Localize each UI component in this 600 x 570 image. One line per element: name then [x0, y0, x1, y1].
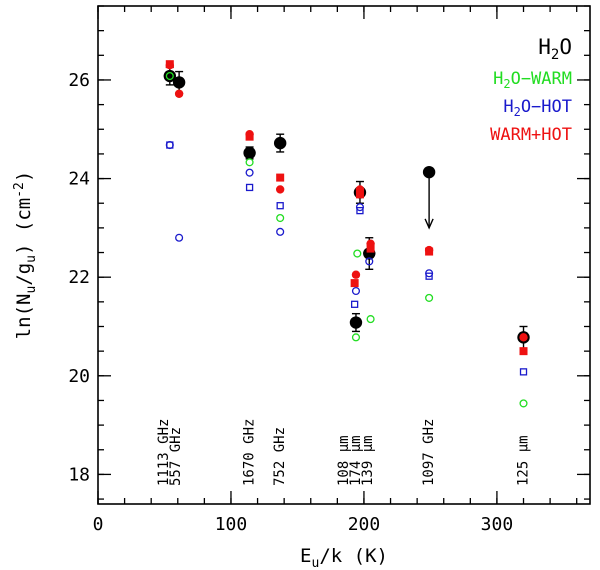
transition-label: 1097 GHz: [421, 419, 437, 486]
series-warm-hot: [165, 60, 528, 356]
combined-point-square: [276, 173, 285, 182]
data-markers: [163, 60, 530, 408]
transition-label: 139 µm: [360, 435, 376, 486]
model-point: [165, 71, 174, 81]
legend-title: H2O: [538, 35, 572, 63]
model-point: [519, 399, 528, 408]
upper-limit-point: [422, 165, 436, 179]
combined-point: [174, 89, 184, 98]
model-point: [353, 249, 362, 258]
model-point-square: [166, 141, 174, 149]
transition-label: 125 µm: [516, 435, 532, 486]
series-upper-limit: [422, 165, 436, 230]
x-tick-label: 100: [215, 514, 248, 535]
transition-label: 557 GHz: [168, 427, 184, 486]
upper-limit-arrowhead: [424, 218, 434, 230]
combined-point: [519, 333, 528, 342]
model-point: [245, 168, 254, 177]
legend-entry-warm-hot: WARM+HOT: [490, 125, 572, 145]
model-point: [175, 233, 184, 242]
observed-point: [172, 76, 186, 89]
combined-point-square: [245, 132, 254, 141]
series-h2o-hot: [165, 140, 434, 296]
model-point: [365, 257, 374, 266]
tick-labels: 0 100 200 300 18 20 22 24 26: [68, 70, 513, 535]
model-point-square: [425, 272, 433, 280]
model-point: [351, 286, 361, 296]
model-point: [425, 293, 434, 302]
y-tick-label: 20: [68, 366, 90, 387]
legend-entry-warm: H2O−WARM: [493, 69, 572, 91]
combined-point-square: [165, 60, 174, 69]
legend-entry-hot: H2O−HOT: [503, 97, 572, 119]
series-observed: [163, 66, 530, 349]
model-point-square: [245, 183, 254, 192]
model-point: [351, 333, 361, 342]
model-point-square: [276, 202, 284, 210]
model-point-square: [519, 368, 528, 376]
y-tick-label: 26: [68, 70, 90, 91]
combined-point-square: [519, 347, 528, 356]
transition-label: 1670 GHz: [242, 419, 258, 486]
observed-point: [273, 136, 287, 150]
major-ticks: [97, 6, 590, 504]
transition-label: 174 µm: [348, 435, 364, 486]
series-h2o-hot: [166, 141, 528, 376]
combined-point-square: [366, 244, 375, 253]
x-tick-label: 300: [481, 514, 514, 535]
y-tick-label: 18: [68, 464, 90, 485]
transition-label: 1113 GHz: [156, 419, 172, 486]
x-tick-label: 200: [348, 514, 381, 535]
y-tick-label: 24: [68, 169, 90, 190]
combined-point: [351, 270, 361, 279]
legend: H2O H2O−WARM H2O−HOT WARM+HOT: [490, 35, 572, 145]
model-point-square: [356, 206, 364, 215]
series-warm-hot: [165, 60, 528, 342]
combined-point-square: [425, 247, 434, 256]
model-point: [276, 213, 285, 223]
transition-label: 108 µm: [336, 435, 352, 486]
combined-point-square: [355, 190, 364, 199]
model-point-square: [350, 300, 359, 308]
model-point: [245, 158, 254, 167]
observed-point: [163, 69, 177, 83]
model-point: [366, 315, 375, 324]
y-tick-label: 22: [68, 267, 90, 288]
transition-label: 752 GHz: [272, 427, 288, 486]
observed-point: [243, 146, 256, 160]
observed-point: [349, 316, 363, 329]
y-axis-label: ln(Nu/gu) (cm-2): [12, 171, 39, 340]
x-axis-label: Eu/k (K): [300, 545, 388, 570]
model-point: [276, 227, 285, 236]
x-tick-label: 0: [93, 514, 104, 535]
combined-point: [275, 185, 285, 194]
series-h2o-warm: [165, 71, 528, 408]
combined-point-square: [350, 279, 359, 288]
plot-frame: [97, 5, 591, 505]
